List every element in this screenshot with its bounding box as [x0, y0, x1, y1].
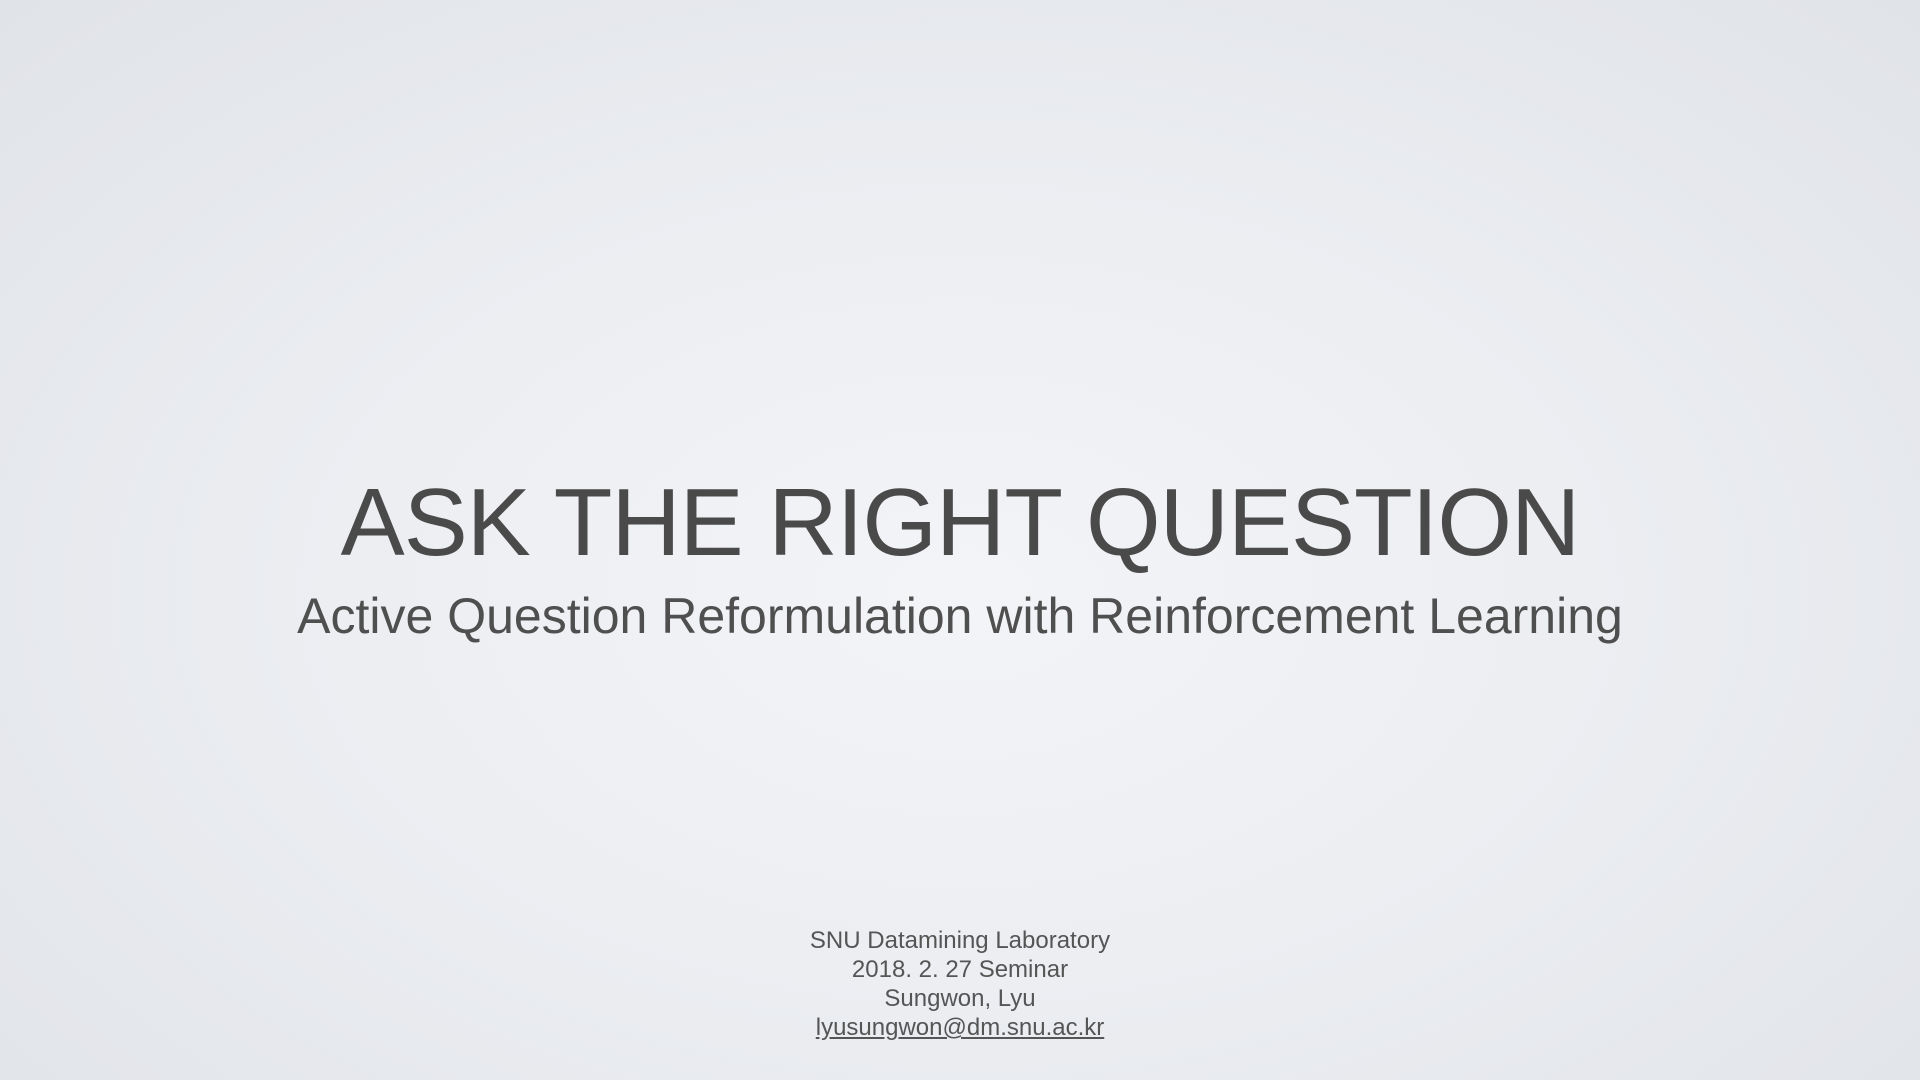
lab-name: SNU Datamining Laboratory	[809, 927, 1111, 954]
slide-subtitle: Active Question Reformulation with Reinf…	[297, 588, 1623, 644]
slide-footer: SNU Datamining Laboratory 2018. 2. 27 Se…	[0, 926, 1920, 1042]
slide-title: ASK THE RIGHT QUESTION	[340, 469, 1581, 576]
seminar-date: 2018. 2. 27 Seminar	[851, 956, 1069, 983]
email-link[interactable]: lyusungwon@dm.snu.ac.kr	[815, 1014, 1105, 1041]
author-name: Sungwon, Lyu	[884, 985, 1036, 1012]
